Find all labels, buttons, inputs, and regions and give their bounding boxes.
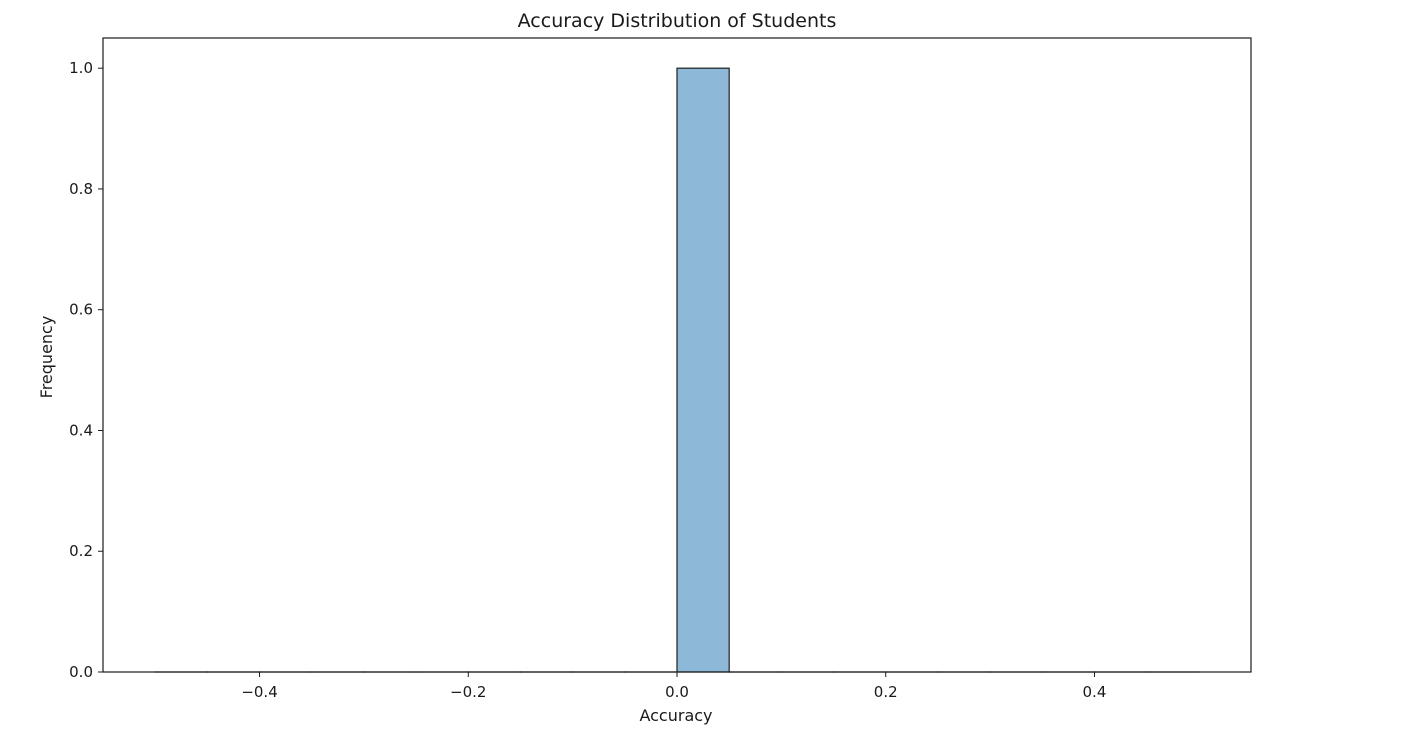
x-tick-label: 0.0 [665,683,689,701]
y-tick-label: 0.0 [69,663,93,681]
x-axis-label: Accuracy [639,706,712,725]
bars-layer [154,67,1200,673]
x-tick-label: 0.2 [874,683,898,701]
y-tick-label: 0.8 [69,180,93,198]
x-axis-ticks: −0.4 −0.2 0.0 0.2 0.4 [241,672,1106,701]
y-tick-label: 0.6 [69,301,93,319]
y-tick-label: 0.4 [69,421,93,439]
y-axis-label: Frequency [37,316,56,399]
x-tick-label: −0.4 [241,683,277,701]
histogram-bar [676,67,730,673]
x-tick-label: 0.4 [1083,683,1107,701]
y-tick-label: 1.0 [69,59,93,77]
x-tick-label: −0.2 [450,683,486,701]
chart-title: Accuracy Distribution of Students [518,10,837,32]
y-tick-label: 0.2 [69,542,93,560]
y-axis-ticks: 0.0 0.2 0.4 0.6 0.8 1.0 [69,59,103,681]
